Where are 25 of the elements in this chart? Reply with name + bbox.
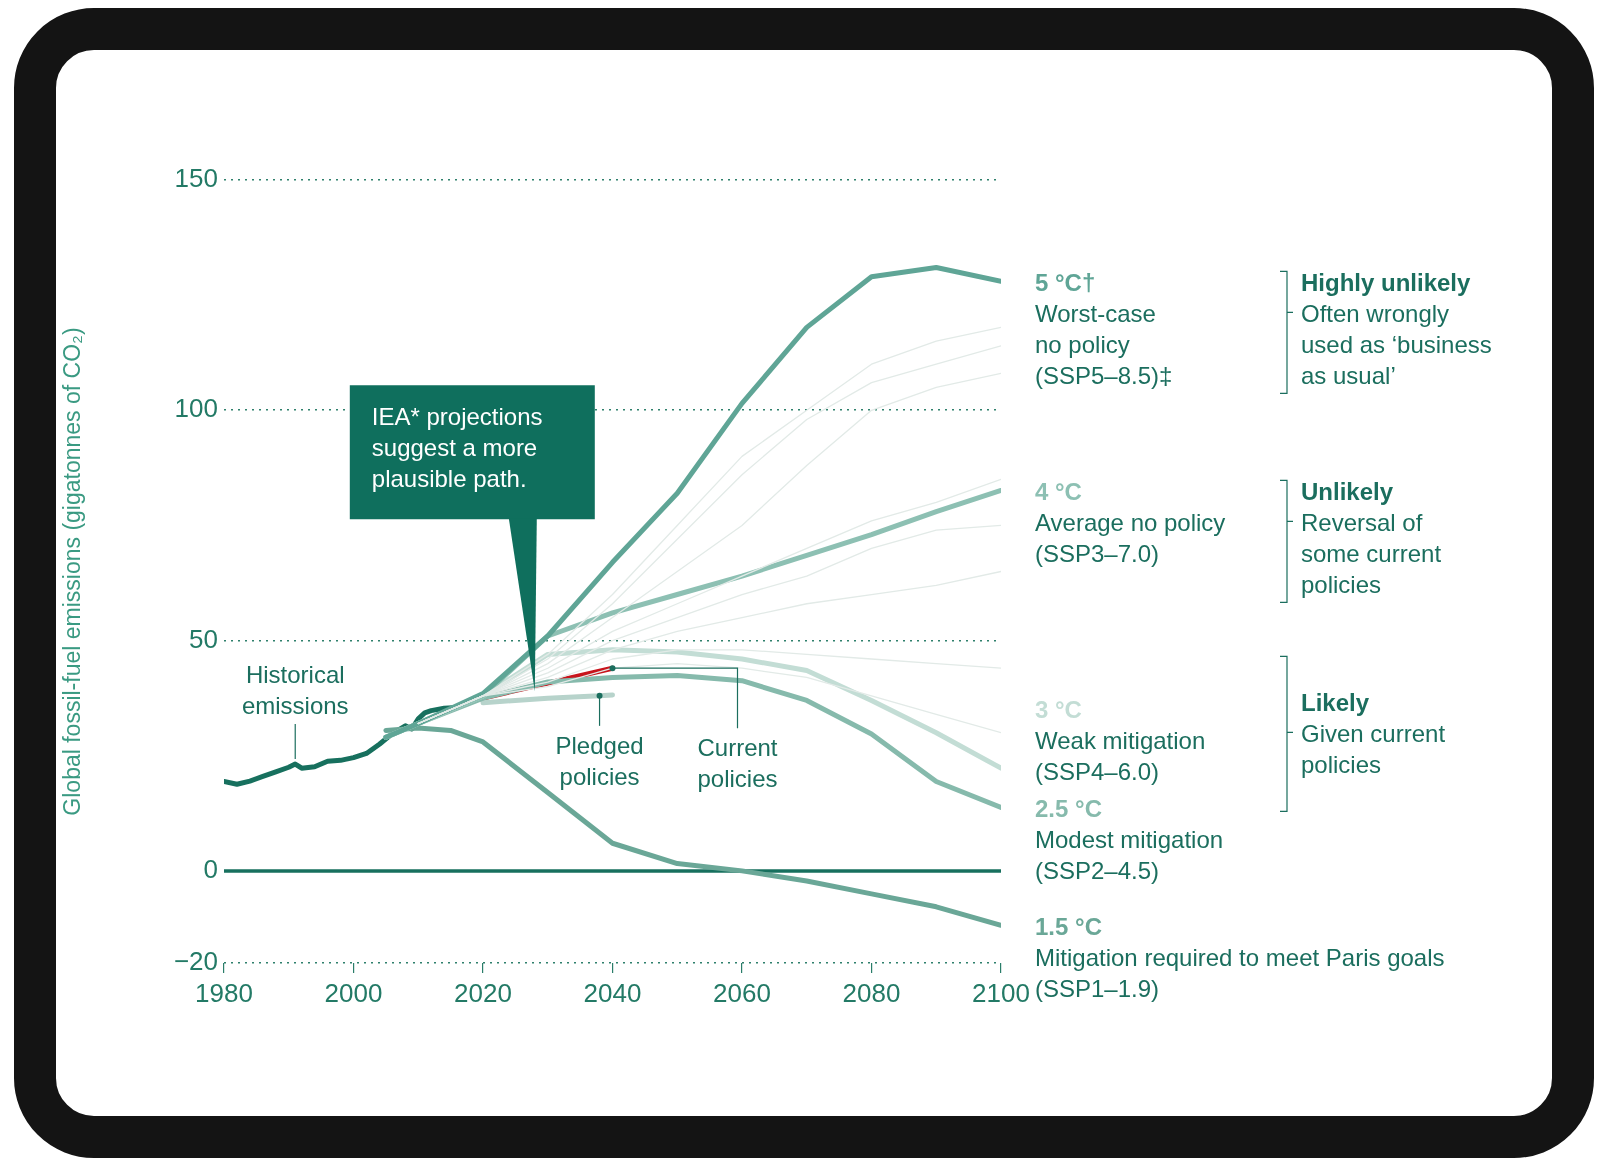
x-tick-label: 2100 [972,977,1030,1008]
y-tick-label: −20 [173,946,218,977]
series-label: Historical emissions [241,661,349,720]
y-axis-title: Global fossil-fuel emissions (gigatonnes of CO₂) [59,327,86,816]
series-label: 2.5 °C Modest mitigation (SSP2–4.5) [1035,795,1224,885]
text: Likely Given current policies [1301,689,1446,779]
y-tick-label: 0 [203,854,218,885]
y-tick-label: 150 [174,163,218,194]
y-tick-label: 50 [189,623,218,654]
x-tick-label: 1980 [195,977,253,1008]
legend-label: Pledged policies [555,731,644,790]
y-tick-label: 100 [174,393,218,424]
series-label: 1.5 °C Mitigation required to meet Paris goals (SSP1–1.9) [1035,913,1445,1003]
series-label: 4 °C Average no policy (SSP3–7.0) [1035,478,1226,568]
x-tick-label: 2080 [842,977,901,1008]
x-tick-label: 2060 [713,977,771,1008]
x-tick-label: 2000 [324,977,383,1008]
text: Highly unlikely Often wrongly used as ‘business as usual’ [1301,269,1492,390]
x-tick-label: 2040 [583,977,642,1008]
text: Unlikely Reversal of some current policies [1301,478,1442,599]
text: Current policies [697,734,778,793]
series-label: 5 °C† Worst-case no policy (SSP5–8.5)‡ [1035,269,1173,390]
x-tick-label: 2020 [454,977,512,1008]
series-label: 3 °C Weak mitigation (SSP4–6.0) [1035,696,1206,786]
annotation: IEA* projections suggest a more plausible path. [371,403,543,493]
